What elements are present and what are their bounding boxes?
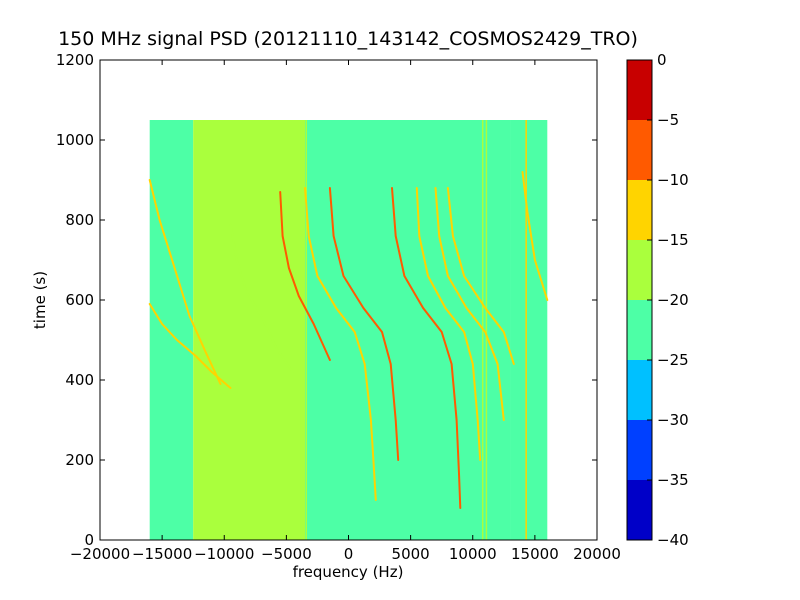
colorbar-tick-label: −30 [657,411,689,429]
colorbar-tick-label: −20 [657,291,689,309]
colorbar-band-1 [627,420,652,480]
colorbar-tick-label: −15 [657,231,689,249]
y-tick-label: 400 [65,371,94,389]
track-10 [521,171,549,301]
x-tick-label: 15000 [511,545,559,563]
x-tick-label: 20000 [573,545,621,563]
x-tick-label: 0 [344,545,354,563]
track-4 [304,187,377,501]
x-tick-label: 5000 [392,545,430,563]
colorbar-tick-label: 0 [657,51,667,69]
x-tick-label: −10000 [194,545,254,563]
colorbar-tick-label: −25 [657,351,689,369]
colorbar-band-3 [627,300,652,360]
x-tick-label: −5000 [261,545,312,563]
y-axis-label: time (s) [31,271,49,329]
colorbar-band-7 [627,60,652,120]
colorbar-tick-label: −35 [657,471,689,489]
colorbar-band-0 [627,480,652,540]
track-7 [415,187,482,461]
x-tick-label: 10000 [449,545,497,563]
colorbar-tick-label: −5 [657,111,679,129]
y-tick-label: 1200 [56,51,94,69]
track-8 [434,187,505,421]
track-9 [446,187,515,365]
track-5 [328,187,400,461]
y-tick-label: 600 [65,291,94,309]
background-region-1 [193,120,306,540]
colorbar-tick-label: −10 [657,171,689,189]
track-1 [148,303,232,389]
y-tick-label: 0 [84,531,94,549]
x-axis-label: frequency (Hz) [293,563,404,581]
background-region-0 [149,120,194,540]
colorbar-band-4 [627,240,652,300]
x-tick-label: −15000 [132,545,192,563]
colorbar-tick-label: −40 [657,531,689,549]
y-tick-label: 200 [65,451,94,469]
y-tick-label: 800 [65,211,94,229]
colorbar-band-5 [627,180,652,240]
track-3 [279,191,331,361]
background-region-3 [510,120,548,540]
colorbar-band-2 [627,360,652,420]
track-0 [148,179,222,385]
colorbar-band-6 [627,120,652,180]
x-tick-label: −20000 [70,545,130,563]
background-region-2 [305,120,511,540]
y-tick-label: 1000 [56,131,94,149]
track-2 [229,223,294,373]
chart-title: 150 MHz signal PSD (20121110_143142_COSM… [58,28,638,50]
track-6 [391,187,462,509]
